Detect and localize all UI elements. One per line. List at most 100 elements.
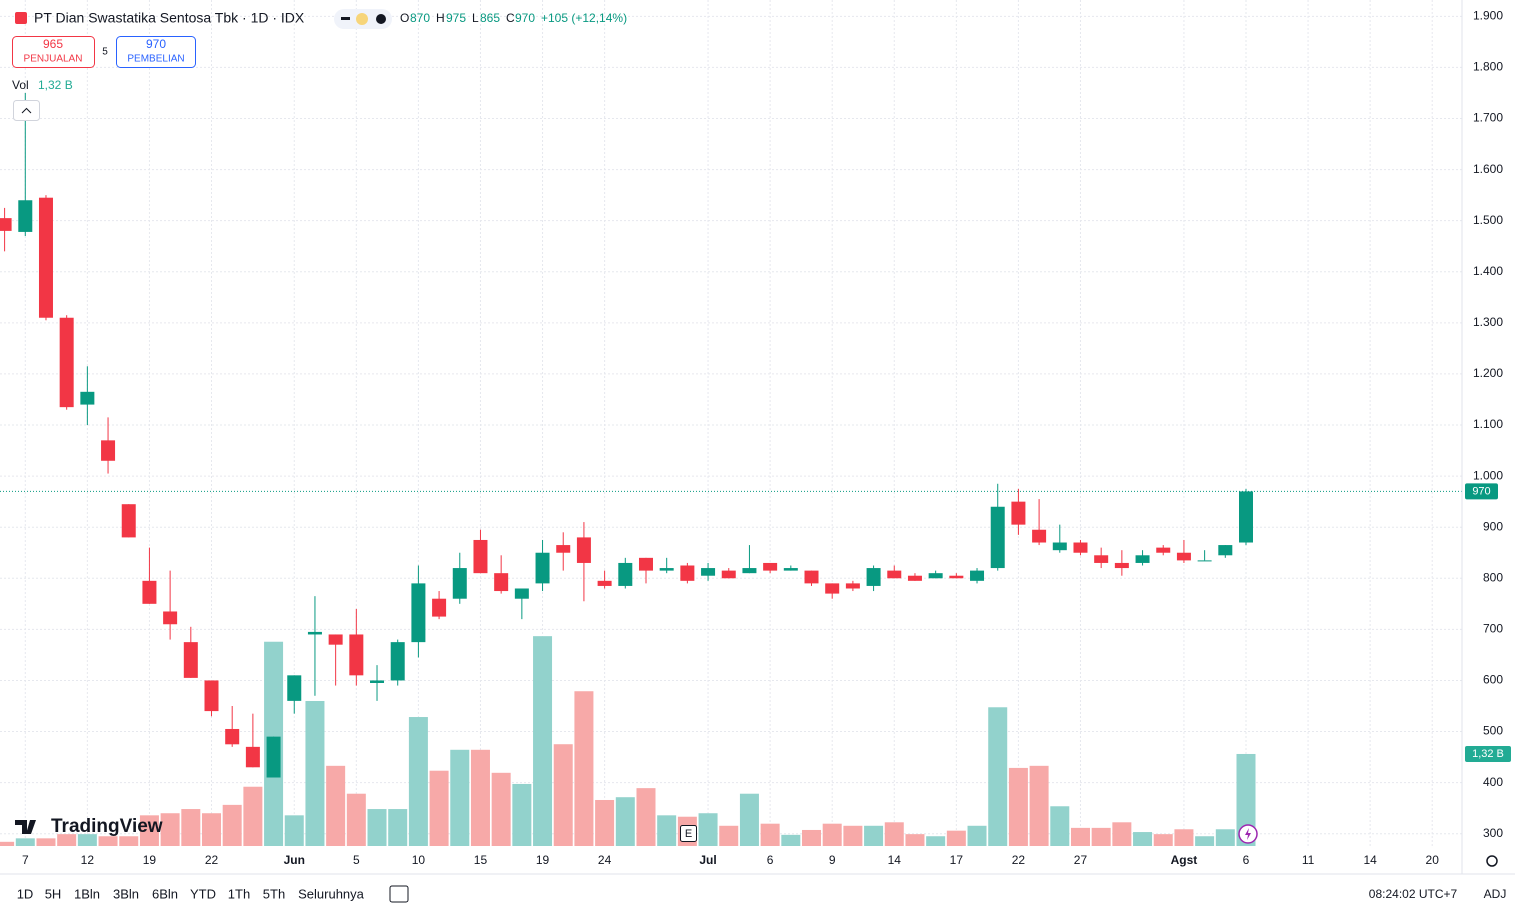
y-tick-label: 900 — [1483, 519, 1503, 533]
x-tick-label: 22 — [1012, 853, 1026, 867]
x-tick-label: 19 — [536, 853, 550, 867]
volume-bar — [1050, 806, 1070, 846]
volume-bar — [1174, 829, 1194, 846]
candle-body — [1052, 542, 1067, 551]
x-tick-label: 6 — [1243, 853, 1250, 867]
candle-body — [618, 562, 633, 586]
candle-body — [1011, 501, 1026, 525]
candle-body — [825, 583, 840, 594]
status-icon — [376, 14, 386, 24]
volume-bar — [202, 813, 221, 846]
volume-bar — [77, 834, 97, 846]
candle-body — [1197, 560, 1212, 562]
candle-body — [866, 568, 881, 586]
adj-button[interactable]: ADJ — [1484, 887, 1507, 901]
candle-body — [411, 583, 426, 643]
y-tick-label: 1.900 — [1473, 9, 1503, 23]
last-price-badge — [1465, 483, 1498, 500]
volume-bar — [160, 813, 180, 846]
candle-body — [721, 570, 736, 579]
ohlc-label: H — [436, 11, 445, 25]
candle-body — [887, 570, 902, 579]
volume-bar — [470, 749, 490, 846]
y-tick-label: 400 — [1483, 775, 1503, 789]
volume-badge — [1465, 745, 1511, 762]
range-button[interactable]: 5Th — [263, 886, 285, 901]
candle-body — [763, 562, 778, 571]
range-button[interactable]: 1Bln — [74, 886, 100, 901]
sell-label: PENJUALAN — [24, 54, 83, 65]
y-tick-label: 600 — [1483, 673, 1503, 687]
volume-bar — [595, 799, 615, 846]
candle-body — [1032, 529, 1047, 543]
status-icon — [341, 17, 350, 20]
candle-body — [1073, 542, 1088, 553]
volume-bar — [346, 793, 366, 846]
buy-label: PEMBELIAN — [127, 54, 184, 65]
collapse-button[interactable] — [13, 100, 40, 121]
candle-body — [473, 539, 488, 574]
volume-bar — [967, 825, 987, 846]
y-tick-label: 500 — [1483, 724, 1503, 738]
volume-bar — [843, 825, 863, 846]
range-button[interactable]: 1D — [17, 886, 34, 901]
candle-body — [535, 552, 550, 584]
volume-bar — [1008, 767, 1028, 846]
volume-bar — [57, 834, 77, 846]
candle-body — [494, 573, 509, 592]
x-tick-label: 27 — [1074, 853, 1088, 867]
plot-area — [0, 0, 1462, 848]
x-tick-label: 15 — [474, 853, 488, 867]
date-range-icon[interactable] — [389, 885, 409, 903]
volume-value: 1,32 B — [38, 78, 73, 92]
candle-body — [370, 680, 385, 683]
volume-bar — [636, 788, 656, 846]
range-button[interactable]: 5H — [45, 886, 62, 901]
candle-body — [638, 557, 653, 571]
volume-bar — [864, 825, 884, 846]
ohlc-value: 970 — [515, 11, 535, 25]
range-button[interactable]: 3Bln — [113, 886, 139, 901]
candle-body — [38, 197, 53, 318]
candle-body — [183, 642, 198, 678]
settings-icon[interactable] — [1486, 855, 1498, 867]
x-tick-label: 9 — [829, 853, 836, 867]
volume-bar — [760, 823, 780, 846]
candle-body — [245, 746, 260, 768]
candle-body — [514, 588, 529, 599]
volume-bar — [243, 786, 263, 846]
range-button[interactable]: 6Bln — [152, 886, 178, 901]
range-button[interactable]: Seluruhnya — [298, 886, 365, 901]
candle-body — [163, 611, 178, 625]
earnings-marker[interactable] — [680, 825, 697, 842]
range-button[interactable]: 1Th — [228, 886, 250, 901]
candle-body — [680, 565, 695, 581]
buy-button[interactable] — [116, 36, 196, 68]
y-tick-label: 700 — [1483, 622, 1503, 636]
buy-price: 970 — [146, 37, 166, 51]
toolbar: 1D 5H 1Bln 3Bln 6Bln YTD 1Th 5Th Seluruhnya — [17, 886, 365, 901]
volume-bar — [615, 797, 635, 846]
candle-body — [1094, 555, 1109, 563]
sell-button[interactable] — [12, 36, 95, 68]
volume-bar — [367, 809, 387, 846]
volume-bar — [305, 700, 325, 846]
candle-body — [452, 568, 467, 599]
candle-body — [907, 575, 922, 581]
logo-icon — [15, 820, 36, 834]
volume-bar — [1215, 829, 1235, 846]
range-button[interactable]: YTD — [190, 886, 216, 901]
volume-badge-label: 1,32 B — [1472, 748, 1504, 760]
volume-bar — [574, 691, 594, 846]
x-tick-label: Jun — [284, 853, 305, 867]
x-tick-label: 17 — [950, 853, 964, 867]
candle-body — [266, 736, 281, 778]
candle-body — [328, 634, 343, 645]
ohlc-label: O — [400, 11, 409, 25]
x-tick-label: 10 — [412, 853, 426, 867]
volume-bar — [15, 838, 35, 846]
candle-body — [101, 440, 116, 461]
volume-bar — [222, 804, 242, 846]
volume-bar — [905, 834, 925, 846]
x-tick-label: Agst — [1171, 853, 1198, 867]
